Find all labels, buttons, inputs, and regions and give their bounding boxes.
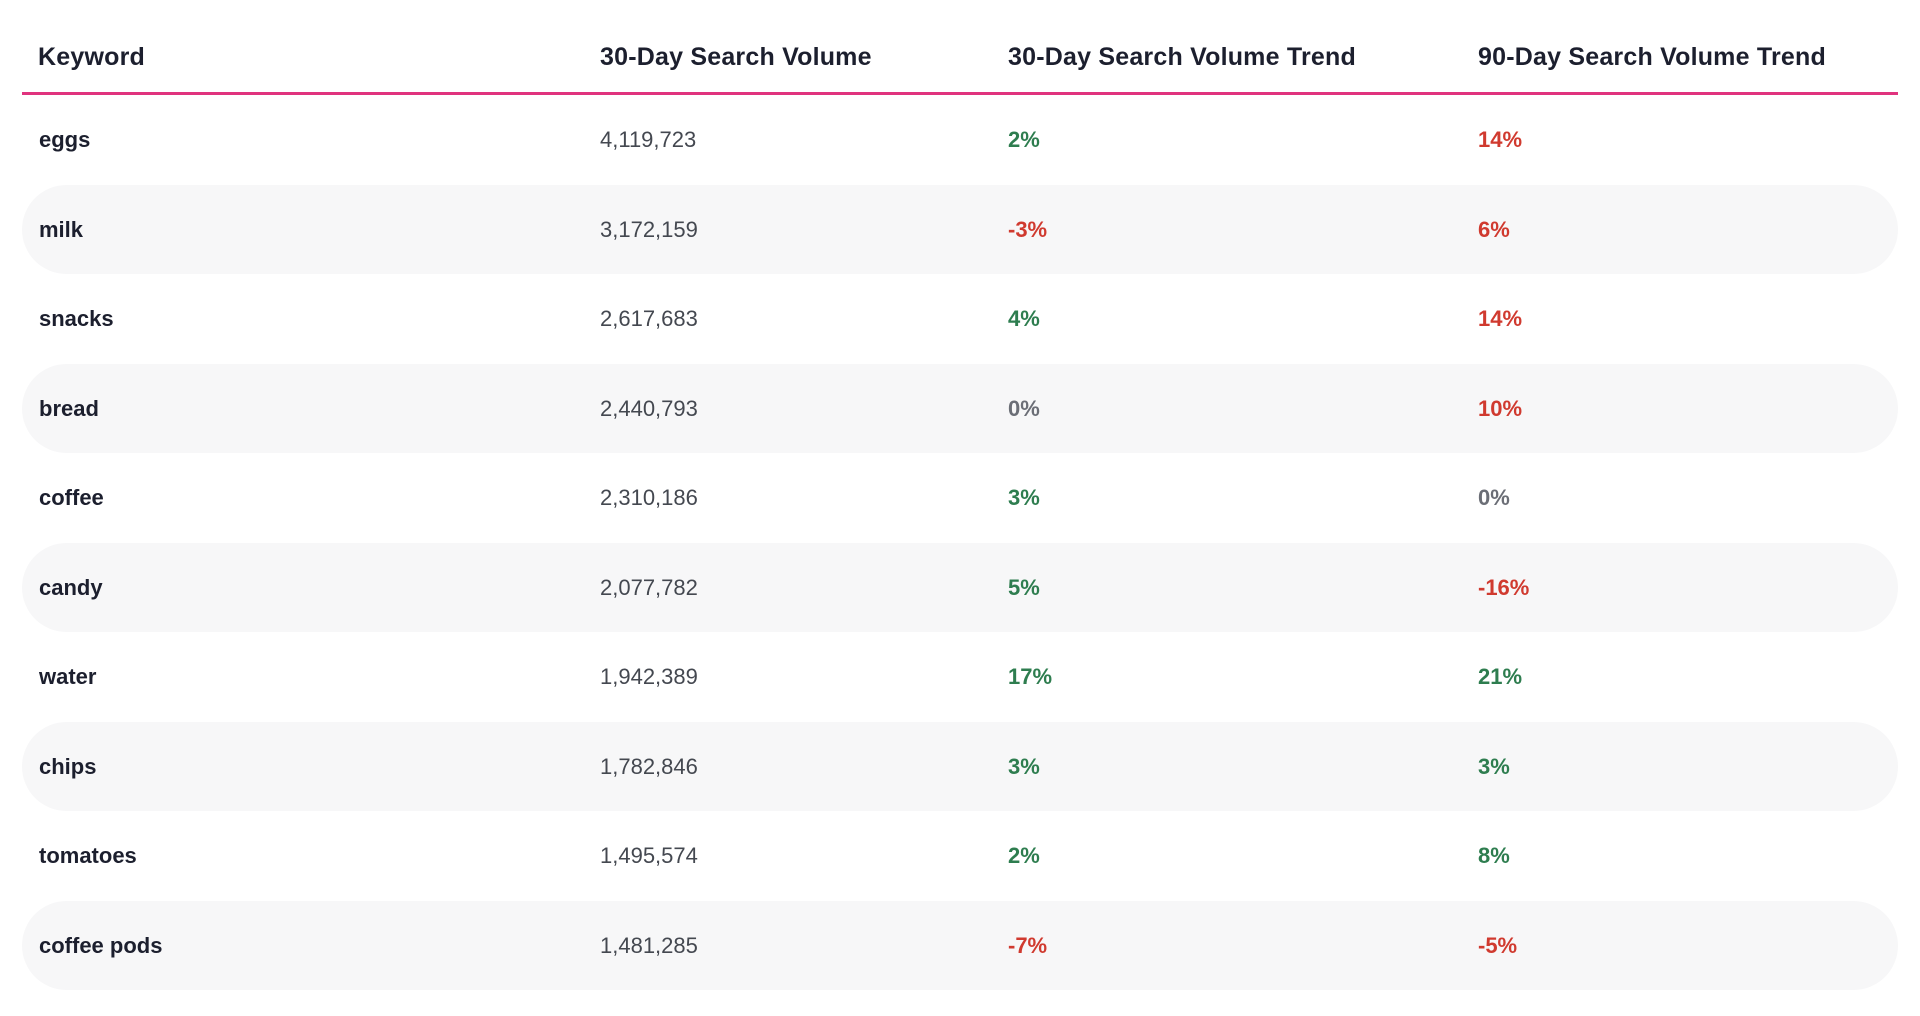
volume-cell: 1,942,389 xyxy=(600,664,698,689)
header-30-day-trend: 30-Day Search Volume Trend xyxy=(1008,43,1356,71)
trend-30-cell: 0% xyxy=(1008,395,1040,421)
trend-90-cell: 3% xyxy=(1478,753,1510,779)
trend-90-cell: 0% xyxy=(1478,485,1510,510)
table-header: Keyword 30-Day Search Volume 30-Day Sear… xyxy=(22,22,1898,95)
table-row: water 1,942,389 17% 21% xyxy=(22,632,1898,722)
keyword-cell: bread xyxy=(39,395,99,421)
trend-90-cell: 21% xyxy=(1478,664,1523,689)
volume-cell: 1,782,846 xyxy=(600,753,698,779)
keyword-cell: eggs xyxy=(39,127,91,152)
trend-30-cell: 3% xyxy=(1008,485,1040,510)
trend-30-cell: -3% xyxy=(1008,216,1048,242)
volume-cell: 2,077,782 xyxy=(600,574,698,600)
keyword-table: Keyword 30-Day Search Volume 30-Day Sear… xyxy=(22,22,1898,990)
table-row: coffee 2,310,186 3% 0% xyxy=(22,453,1898,543)
trend-90-cell: 14% xyxy=(1478,306,1523,331)
trend-30-cell: -7% xyxy=(1008,932,1048,958)
table-row: chips 1,782,846 3% 3% xyxy=(22,721,1898,811)
header-90-day-trend: 90-Day Search Volume Trend xyxy=(1478,43,1826,71)
table-row: snacks 2,617,683 4% 14% xyxy=(22,274,1898,364)
trend-90-cell: -16% xyxy=(1478,574,1530,600)
volume-cell: 2,310,186 xyxy=(600,485,698,510)
volume-cell: 2,617,683 xyxy=(600,306,698,331)
keyword-cell: candy xyxy=(39,574,103,600)
keyword-cell: coffee pods xyxy=(39,932,163,958)
trend-30-cell: 2% xyxy=(1008,127,1040,152)
keyword-cell: snacks xyxy=(39,306,114,331)
trend-30-cell: 2% xyxy=(1008,843,1040,868)
volume-cell: 2,440,793 xyxy=(600,395,698,421)
trend-90-cell: -5% xyxy=(1478,932,1518,958)
keyword-cell: coffee xyxy=(39,485,104,510)
trend-30-cell: 3% xyxy=(1008,753,1040,779)
volume-cell: 4,119,723 xyxy=(600,127,697,152)
trend-90-cell: 6% xyxy=(1478,216,1510,242)
trend-30-cell: 4% xyxy=(1008,306,1040,331)
header-keyword: Keyword xyxy=(38,43,145,71)
table-row: tomatoes 1,495,574 2% 8% xyxy=(22,811,1898,901)
trend-90-cell: 10% xyxy=(1478,395,1523,421)
table-row: eggs 4,119,723 2% 14% xyxy=(22,95,1898,185)
trend-30-cell: 17% xyxy=(1008,664,1053,689)
table-row: bread 2,440,793 0% 10% xyxy=(22,363,1898,453)
volume-cell: 1,495,574 xyxy=(600,843,698,868)
table-row: candy 2,077,782 5% -16% xyxy=(22,542,1898,632)
trend-30-cell: 5% xyxy=(1008,574,1040,600)
trend-90-cell: 8% xyxy=(1478,843,1510,868)
table-body: eggs 4,119,723 2% 14% milk 3,172,159 -3% 6% snac… xyxy=(22,95,1898,990)
table-row: coffee pods 1,481,285 -7% -5% xyxy=(22,900,1898,990)
keyword-cell: water xyxy=(39,664,97,689)
header-30-day-volume: 30-Day Search Volume xyxy=(600,43,872,71)
volume-cell: 3,172,159 xyxy=(600,216,698,242)
volume-cell: 1,481,285 xyxy=(600,932,698,958)
table-row: milk 3,172,159 -3% 6% xyxy=(22,184,1898,274)
trend-90-cell: 14% xyxy=(1478,127,1523,152)
keyword-cell: milk xyxy=(39,216,84,242)
keyword-cell: tomatoes xyxy=(39,843,137,868)
keyword-cell: chips xyxy=(39,753,97,779)
